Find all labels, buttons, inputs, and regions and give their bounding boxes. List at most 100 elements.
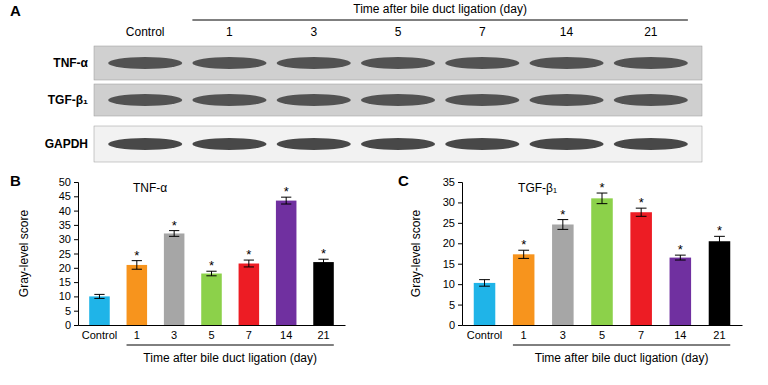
tick: 3 bbox=[171, 329, 177, 341]
blot-strip bbox=[94, 84, 702, 116]
y-label: Gray-level score bbox=[409, 209, 423, 297]
tick: 5 bbox=[449, 299, 462, 311]
blot-band bbox=[445, 57, 519, 69]
row-label: TGF-β₁ bbox=[48, 93, 88, 107]
blot-band bbox=[192, 138, 266, 150]
tick: 14 bbox=[280, 329, 292, 341]
tick-label: 21 bbox=[317, 329, 329, 341]
x-axis: Control13571421 bbox=[79, 326, 346, 341]
tick-label: 15 bbox=[443, 258, 455, 270]
tick: Control bbox=[467, 329, 502, 341]
blot-panel: A Time after bile duct ligation (day) Cont… bbox=[10, 2, 702, 162]
header-rule bbox=[192, 20, 688, 21]
tick-mark bbox=[458, 284, 462, 285]
tick-mark bbox=[458, 305, 462, 306]
bar bbox=[474, 283, 496, 325]
tick: 7 bbox=[246, 329, 252, 341]
tick: 7 bbox=[638, 329, 644, 341]
bar bbox=[670, 258, 692, 325]
tick: 1 bbox=[134, 329, 140, 341]
tick-label: 1 bbox=[521, 329, 527, 341]
tick-label: 5 bbox=[599, 329, 605, 341]
blot-strip bbox=[94, 46, 702, 80]
tick: 21 bbox=[713, 329, 725, 341]
tick: 30 bbox=[59, 233, 78, 245]
tick-mark bbox=[458, 223, 462, 224]
tick-mark bbox=[74, 211, 78, 212]
tick-label: 35 bbox=[59, 219, 71, 231]
tick-mark bbox=[74, 182, 78, 183]
tick: 21 bbox=[317, 329, 329, 341]
tick-label: 20 bbox=[59, 262, 71, 274]
tick-label: 3 bbox=[560, 329, 566, 341]
tick-label: 50 bbox=[59, 176, 71, 188]
bar bbox=[313, 262, 334, 325]
tick-mark bbox=[458, 202, 462, 203]
panel-label: C bbox=[398, 172, 409, 189]
tick-label: Control bbox=[467, 329, 502, 341]
tick-label: 35 bbox=[443, 176, 455, 188]
annotation: * bbox=[209, 258, 214, 273]
tick-label: 0 bbox=[65, 319, 71, 331]
tick: 25 bbox=[443, 217, 462, 229]
blot-band bbox=[277, 138, 351, 150]
tick-label: 3 bbox=[171, 329, 177, 341]
bar bbox=[164, 233, 185, 325]
bar bbox=[709, 241, 731, 325]
blot-band bbox=[361, 138, 435, 150]
chart-title: TNF-α bbox=[133, 181, 167, 195]
tick-mark bbox=[74, 268, 78, 269]
tick-label: 14 bbox=[280, 329, 292, 341]
tick-mark bbox=[74, 225, 78, 226]
y-axis: 05101520253035 bbox=[443, 176, 463, 331]
lane-label: Control bbox=[126, 25, 165, 39]
tick-mark bbox=[458, 243, 462, 244]
tick-label: 7 bbox=[246, 329, 252, 341]
lane-label: 5 bbox=[395, 25, 402, 39]
panel-label: A bbox=[10, 2, 21, 19]
tick: 5 bbox=[599, 329, 605, 341]
blot-band bbox=[529, 57, 603, 69]
tick-label: 5 bbox=[65, 305, 71, 317]
blot-header: Time after bile duct ligation (day) bbox=[353, 2, 527, 16]
bar bbox=[239, 264, 260, 325]
blot-band bbox=[614, 138, 688, 150]
tick-label: 1 bbox=[134, 329, 140, 341]
row-label: GAPDH bbox=[45, 137, 88, 151]
annotation: * bbox=[521, 237, 526, 252]
tick-label: 21 bbox=[713, 329, 725, 341]
blot-strip bbox=[94, 126, 702, 162]
error-bar bbox=[479, 280, 490, 287]
bar bbox=[127, 265, 148, 325]
tick: 5 bbox=[208, 329, 214, 341]
tick-mark bbox=[458, 182, 462, 183]
annotation: * bbox=[284, 184, 289, 199]
blot-band bbox=[108, 57, 182, 69]
tick: 15 bbox=[59, 276, 78, 288]
tick-label: 20 bbox=[443, 237, 455, 249]
blot-band bbox=[529, 94, 603, 106]
bars bbox=[474, 193, 731, 325]
blot-band bbox=[277, 57, 351, 69]
group-rule bbox=[127, 345, 334, 346]
tick: 0 bbox=[449, 319, 462, 331]
tick: 35 bbox=[443, 176, 462, 188]
annotation: * bbox=[560, 207, 565, 222]
axis-line bbox=[79, 325, 346, 326]
tick: 35 bbox=[59, 219, 78, 231]
tick: 30 bbox=[443, 196, 462, 208]
annotation: * bbox=[639, 195, 644, 210]
blot-band bbox=[445, 138, 519, 150]
row-label: TNF-α bbox=[53, 56, 88, 70]
tick-label: 30 bbox=[59, 233, 71, 245]
chart-panel: C******05101520253035Control13571421Time… bbox=[398, 172, 743, 365]
x-axis: Control13571421 bbox=[463, 326, 743, 341]
lane-label: 3 bbox=[310, 25, 317, 39]
tick-label: 30 bbox=[443, 196, 455, 208]
annotation: * bbox=[321, 246, 326, 261]
panel-label: B bbox=[10, 172, 21, 189]
annotation: * bbox=[599, 180, 604, 195]
annotation: * bbox=[134, 248, 139, 263]
tick-label: 5 bbox=[449, 299, 455, 311]
tick: 40 bbox=[59, 205, 78, 217]
